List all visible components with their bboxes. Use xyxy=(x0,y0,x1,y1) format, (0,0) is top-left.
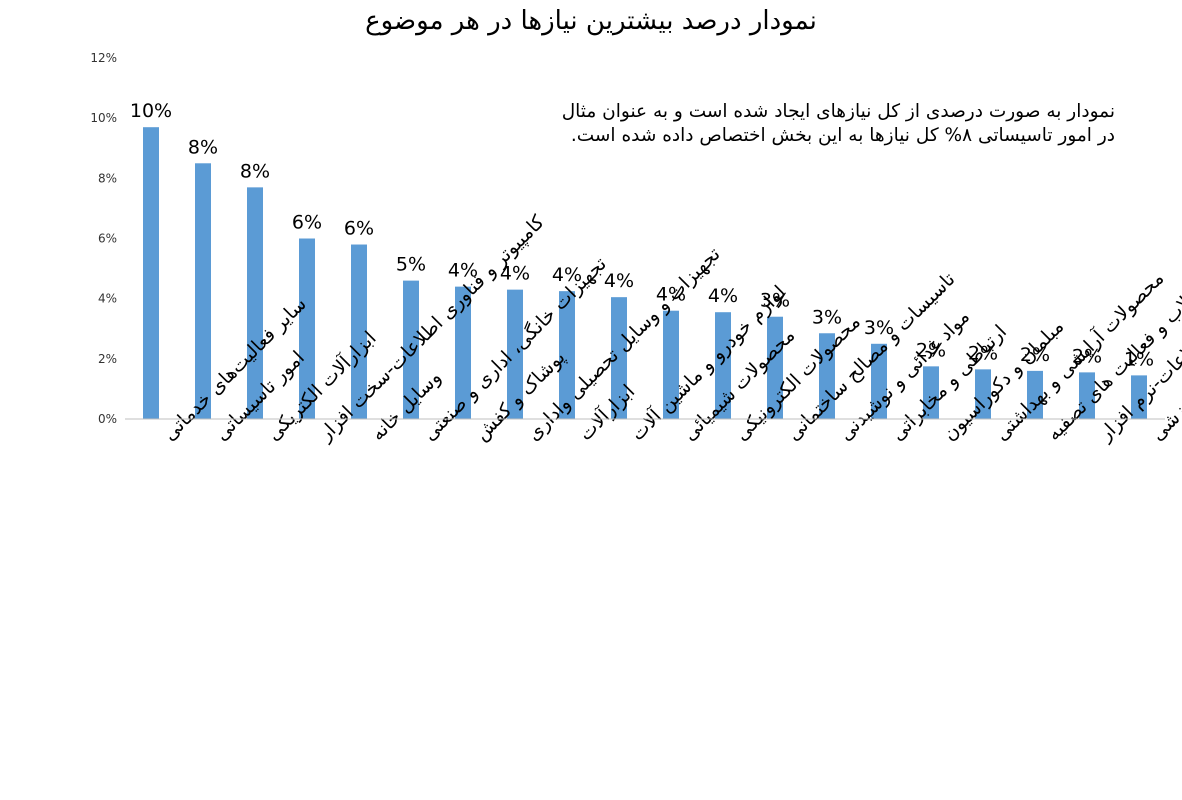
bar xyxy=(403,280,419,419)
data-label: 1% xyxy=(1124,348,1154,370)
data-label: 2% xyxy=(916,339,946,361)
bar xyxy=(351,244,367,419)
data-label: 4% xyxy=(656,284,686,306)
y-tick-label: 10% xyxy=(90,111,117,125)
data-label: 3% xyxy=(760,290,790,312)
data-label: 4% xyxy=(708,285,738,307)
data-label: 4% xyxy=(448,260,478,282)
data-label: 8% xyxy=(240,160,270,182)
bar xyxy=(767,316,783,419)
y-tick-label: 12% xyxy=(90,51,117,65)
bar xyxy=(663,310,679,419)
y-tick-label: 4% xyxy=(98,292,117,306)
chart-annotation: نمودار به صورت درصدی از کل نیازهای ایجاد… xyxy=(561,101,1115,146)
y-tick-label: 8% xyxy=(98,171,117,185)
data-label: 2% xyxy=(1020,344,1050,366)
bar xyxy=(195,163,211,419)
data-label: 3% xyxy=(864,317,894,339)
data-label: 8% xyxy=(188,136,218,158)
chart-title: نمودار درصد بیشترین نیازها در هر موضوع xyxy=(365,6,817,36)
data-label: 5% xyxy=(396,254,426,276)
data-label: 2% xyxy=(1072,345,1102,367)
data-label: 3% xyxy=(812,306,842,328)
data-label: 2% xyxy=(968,342,998,364)
data-labels: 10% 8% 8% 6% 6% 5% 4% 4% 4% 4% 4% 4% 3% 3% 3% 2% 2% 2% 2% 1… xyxy=(130,100,1154,370)
data-label: 6% xyxy=(292,212,322,234)
bar xyxy=(143,127,159,420)
bar xyxy=(975,369,991,419)
data-label: 4% xyxy=(500,263,530,285)
data-label: 6% xyxy=(344,218,374,240)
bars xyxy=(143,127,1147,420)
bar xyxy=(507,289,523,419)
bar xyxy=(715,312,731,419)
y-tick-label: 2% xyxy=(98,352,117,366)
y-tick-label: 6% xyxy=(98,232,117,246)
bar xyxy=(559,291,575,419)
y-axis: 0% 2% 4% 6% 8% 10% 12% xyxy=(90,51,117,426)
bar xyxy=(1131,375,1147,419)
bar xyxy=(455,286,471,419)
bar xyxy=(611,297,627,419)
bar xyxy=(871,343,887,419)
bar xyxy=(299,238,315,419)
bar xyxy=(247,187,263,419)
y-tick-label: 0% xyxy=(98,412,117,426)
data-label: 4% xyxy=(604,270,634,292)
data-label: 4% xyxy=(552,264,582,286)
data-label: 10% xyxy=(130,100,172,122)
bar xyxy=(923,366,939,419)
bar xyxy=(1079,372,1095,419)
bar xyxy=(819,333,835,419)
bar xyxy=(1027,370,1043,419)
